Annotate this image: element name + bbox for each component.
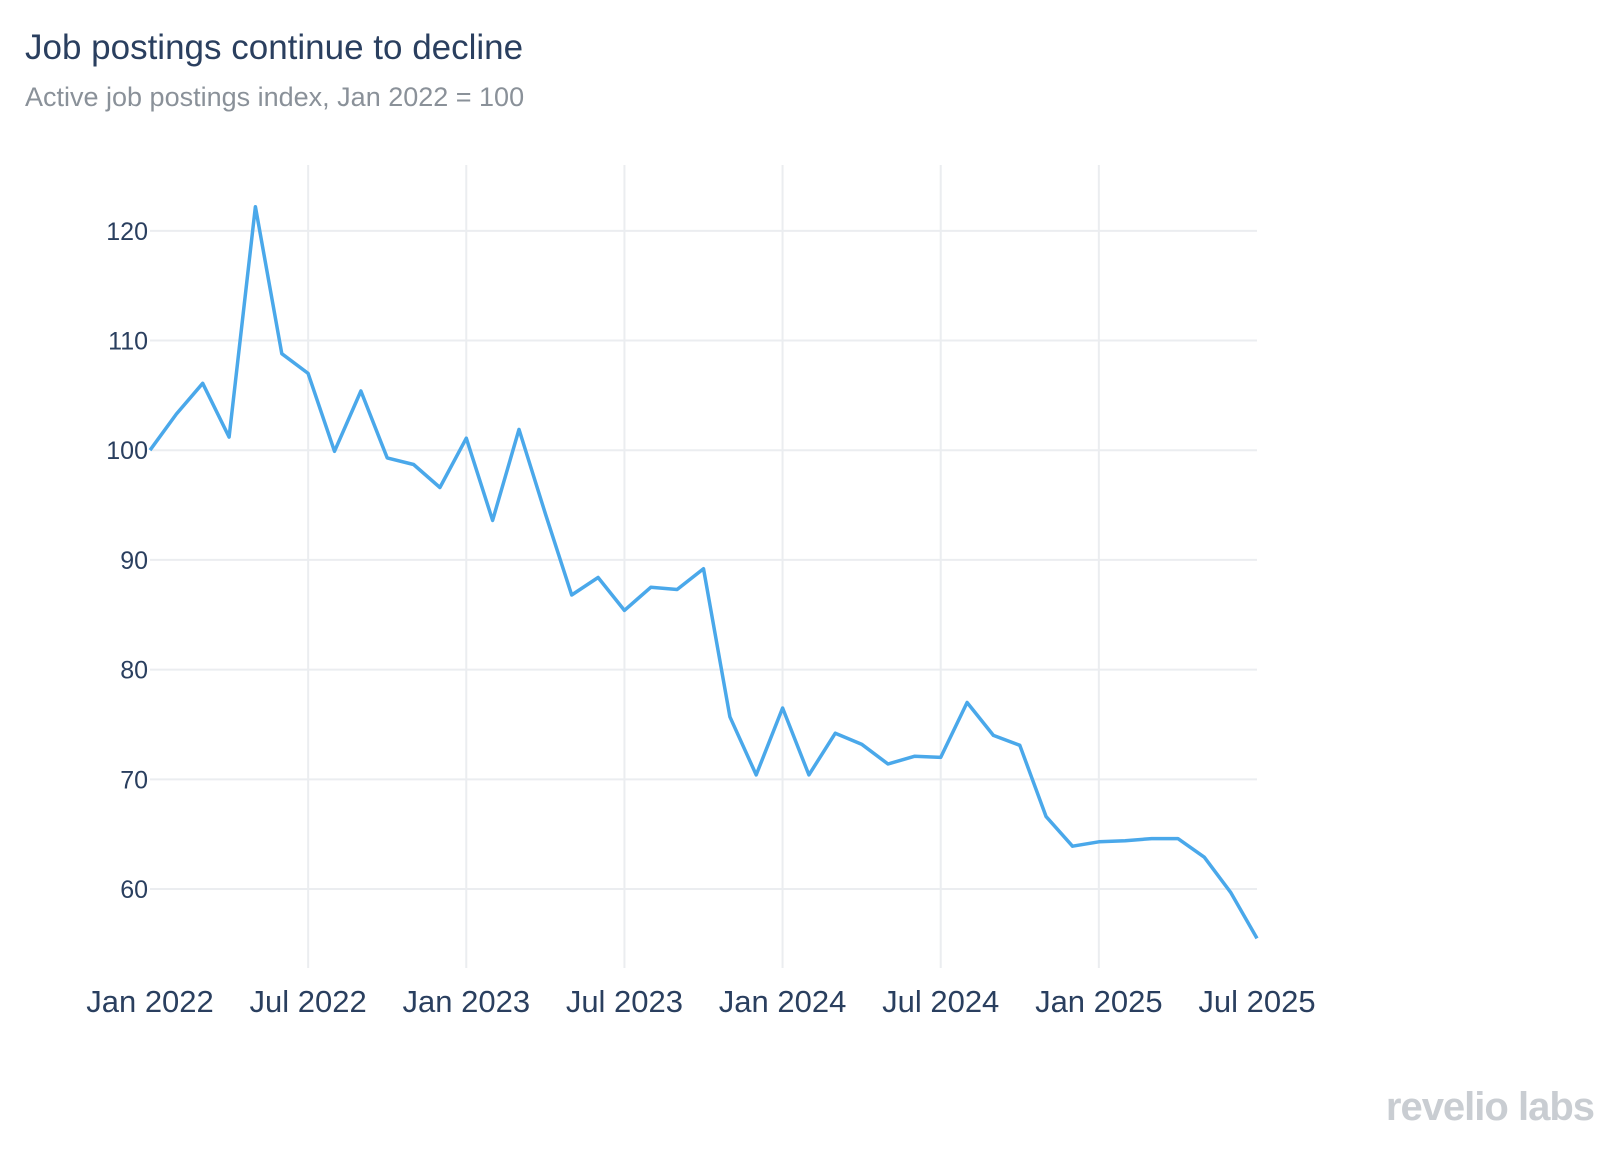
x-tick-label: Jul 2022 bbox=[250, 984, 367, 1019]
data-point[interactable] bbox=[170, 408, 182, 420]
data-point[interactable] bbox=[1119, 835, 1131, 847]
y-tick-label: 90 bbox=[120, 547, 148, 575]
data-point[interactable] bbox=[408, 459, 420, 471]
data-point[interactable] bbox=[539, 508, 551, 520]
data-point[interactable] bbox=[882, 758, 894, 770]
data-point[interactable] bbox=[908, 750, 920, 762]
data-point[interactable] bbox=[645, 581, 657, 593]
data-point[interactable] bbox=[1040, 811, 1052, 823]
data-point[interactable] bbox=[618, 604, 630, 616]
data-point[interactable] bbox=[829, 727, 841, 739]
x-axis-ticks: Jan 2022 Jul 2022 Jan 2023 Jul 2023 Jan 2024… bbox=[86, 984, 1315, 1019]
data-point[interactable] bbox=[434, 482, 446, 494]
y-tick-label: 110 bbox=[108, 328, 148, 356]
data-point[interactable] bbox=[803, 769, 815, 781]
data-point[interactable] bbox=[777, 702, 789, 714]
data-point[interactable] bbox=[487, 514, 499, 526]
x-tick-label: Jan 2024 bbox=[719, 984, 847, 1019]
data-point[interactable] bbox=[1014, 739, 1026, 751]
data-point[interactable] bbox=[592, 572, 604, 584]
revelio-labs-logo: revelio labs bbox=[1385, 1085, 1595, 1129]
x-tick-label: Jul 2024 bbox=[882, 984, 999, 1019]
data-point[interactable] bbox=[1093, 836, 1105, 848]
data-point[interactable] bbox=[144, 444, 156, 456]
data-point[interactable] bbox=[671, 584, 683, 596]
data-point[interactable] bbox=[329, 445, 341, 457]
x-tick-label: Jul 2023 bbox=[566, 984, 683, 1019]
chart-title: Job postings continue to decline bbox=[25, 28, 524, 67]
data-point[interactable] bbox=[355, 385, 367, 397]
data-point[interactable] bbox=[1146, 833, 1158, 845]
data-point[interactable] bbox=[249, 201, 261, 213]
x-tick-label: Jul 2025 bbox=[1198, 984, 1315, 1019]
data-point[interactable] bbox=[566, 589, 578, 601]
data-point[interactable] bbox=[856, 738, 868, 750]
data-point[interactable] bbox=[987, 729, 999, 741]
y-tick-label: 120 bbox=[106, 218, 148, 246]
y-axis-ticks: 60 70 80 90 100 110 120 bbox=[106, 218, 148, 904]
series-line bbox=[148, 204, 1259, 940]
data-point[interactable] bbox=[961, 697, 973, 709]
data-point[interactable] bbox=[223, 431, 235, 443]
series-group bbox=[144, 201, 1263, 944]
y-tick-label: 70 bbox=[120, 766, 148, 794]
y-tick-label: 100 bbox=[106, 437, 148, 465]
data-point[interactable] bbox=[1067, 840, 1079, 852]
data-point[interactable] bbox=[460, 432, 472, 444]
x-tick-label: Jan 2023 bbox=[403, 984, 531, 1019]
y-tick-label: 80 bbox=[120, 657, 148, 685]
data-point[interactable] bbox=[698, 563, 710, 575]
data-point[interactable] bbox=[276, 348, 288, 360]
x-tick-label: Jan 2022 bbox=[86, 984, 214, 1019]
data-point[interactable] bbox=[724, 711, 736, 723]
data-point[interactable] bbox=[1198, 851, 1210, 863]
data-point[interactable] bbox=[1172, 833, 1184, 845]
data-point[interactable] bbox=[302, 367, 314, 379]
data-point[interactable] bbox=[750, 769, 762, 781]
data-point[interactable] bbox=[197, 377, 209, 389]
data-point[interactable] bbox=[1225, 886, 1237, 898]
data-point[interactable] bbox=[1251, 932, 1263, 944]
x-tick-label: Jan 2025 bbox=[1035, 984, 1163, 1019]
y-tick-label: 60 bbox=[120, 876, 148, 904]
chart-subtitle: Active job postings index, Jan 2022 = 10… bbox=[25, 82, 525, 112]
data-point[interactable] bbox=[381, 452, 393, 464]
data-point[interactable] bbox=[513, 423, 525, 435]
data-point[interactable] bbox=[935, 751, 947, 763]
